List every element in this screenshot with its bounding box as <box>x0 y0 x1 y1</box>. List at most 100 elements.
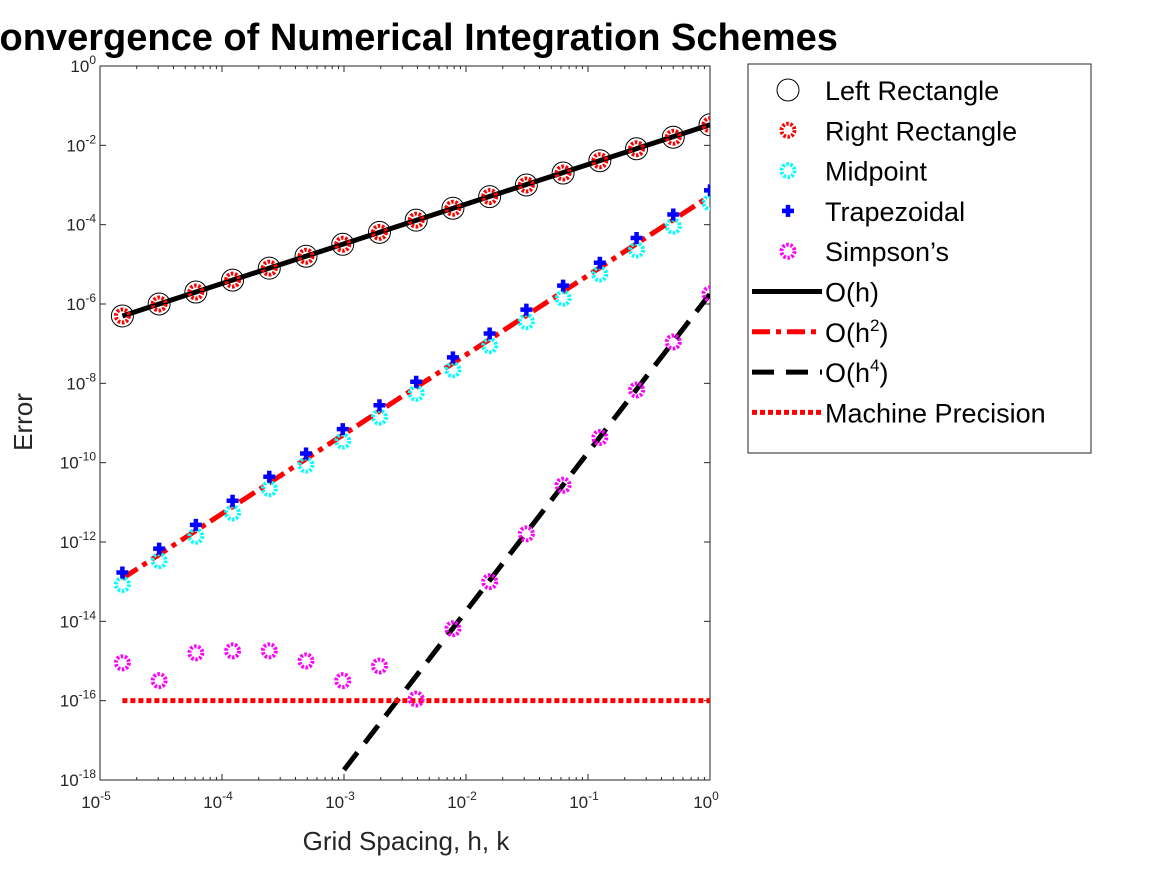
legend-label: O(h2) <box>825 316 888 348</box>
legend-label: O(h4) <box>825 356 888 388</box>
y-tick-label: 100 <box>70 53 96 76</box>
data-point <box>444 620 462 638</box>
series-line <box>121 122 710 319</box>
x-tick-label: 10-5 <box>81 789 111 812</box>
data-point <box>331 232 355 256</box>
data-point <box>661 125 685 149</box>
data-point <box>260 642 278 660</box>
data-point <box>625 137 649 161</box>
data-point <box>410 375 423 388</box>
series-group <box>110 113 710 772</box>
data-point <box>150 552 168 570</box>
data-point <box>554 289 572 307</box>
data-point <box>554 476 572 494</box>
x-tick-label: 10-4 <box>203 789 233 812</box>
data-point <box>224 504 242 522</box>
data-point <box>373 399 386 412</box>
legend-label: O(h) <box>825 278 879 308</box>
data-point <box>370 657 388 675</box>
y-tick-label: 10-10 <box>60 450 97 473</box>
y-tick-label: 10-16 <box>60 688 97 711</box>
data-point <box>628 381 646 399</box>
data-point <box>520 303 533 316</box>
data-point <box>551 161 575 185</box>
data-point <box>300 447 313 460</box>
data-point <box>407 211 425 229</box>
data-point <box>446 351 459 364</box>
data-point <box>407 384 425 402</box>
data-point <box>664 333 682 351</box>
data-point <box>517 313 535 331</box>
legend-label: Midpoint <box>825 157 928 187</box>
data-point <box>698 113 710 137</box>
legend-marker <box>776 78 800 102</box>
legend-label: Trapezoidal <box>825 197 965 227</box>
data-point <box>113 575 131 593</box>
y-tick-label: 10-6 <box>66 291 96 314</box>
data-point <box>591 265 609 283</box>
data-point <box>147 292 171 316</box>
data-point <box>588 149 612 173</box>
legend-marker <box>782 204 794 217</box>
data-point <box>260 259 278 277</box>
data-point <box>444 199 462 217</box>
legend-label: Simpson’s <box>825 237 949 267</box>
data-point <box>628 140 646 158</box>
data-point <box>481 337 499 355</box>
data-point <box>113 654 131 672</box>
data-point <box>628 241 646 259</box>
legend-box <box>747 63 1092 454</box>
y-tick-label: 10-18 <box>60 767 97 790</box>
data-point <box>263 470 276 483</box>
x-axis-label: Grid Spacing, h, k <box>303 826 511 856</box>
data-point <box>517 176 535 194</box>
data-point <box>187 644 205 662</box>
data-point <box>664 217 682 235</box>
data-point <box>664 128 682 146</box>
data-point <box>591 429 609 447</box>
y-axis-label: Error <box>8 393 38 451</box>
data-point <box>407 690 425 708</box>
y-tick-label: 10-14 <box>60 608 97 631</box>
chart-title: Convergence of Numerical Integration Sch… <box>0 17 838 59</box>
legend-label: Machine Precision <box>825 398 1046 428</box>
data-point <box>593 256 606 269</box>
data-point <box>297 652 315 670</box>
data-point <box>226 494 239 507</box>
data-point <box>334 672 352 690</box>
x-tick-label: 10-2 <box>447 789 477 812</box>
data-point <box>514 173 538 197</box>
legend-label: Left Rectangle <box>825 76 999 106</box>
data-point <box>554 164 572 182</box>
data-point <box>150 672 168 690</box>
data-point <box>404 208 428 232</box>
legend-marker <box>779 162 797 180</box>
data-point <box>297 247 315 265</box>
legend: Left Rectangle Right Rectangle Midpoint Tra… <box>747 63 1092 454</box>
data-point <box>113 307 131 325</box>
data-point <box>221 268 245 292</box>
data-point <box>704 184 710 197</box>
data-point <box>189 518 202 531</box>
data-point <box>150 295 168 313</box>
data-point <box>334 432 352 450</box>
data-point <box>184 280 208 304</box>
data-point <box>591 152 609 170</box>
plot-area: 10-5 10-4 10-3 10-2 10-1 100 10-18 10-16 10-14 10… <box>60 53 719 812</box>
data-point <box>110 304 134 328</box>
data-point <box>224 271 242 289</box>
data-point <box>483 327 496 340</box>
data-point <box>630 232 643 245</box>
x-tick-label: 100 <box>693 789 719 812</box>
legend-marker <box>779 242 797 260</box>
data-point <box>517 525 535 543</box>
data-point <box>444 361 462 379</box>
legend-marker <box>779 121 797 139</box>
data-point <box>370 223 388 241</box>
data-point <box>257 256 281 280</box>
y-tick-label: 10-2 <box>66 132 96 155</box>
data-point <box>478 185 502 209</box>
data-point <box>370 408 388 426</box>
y-tick-label: 10-12 <box>60 529 97 552</box>
data-point <box>367 220 391 244</box>
